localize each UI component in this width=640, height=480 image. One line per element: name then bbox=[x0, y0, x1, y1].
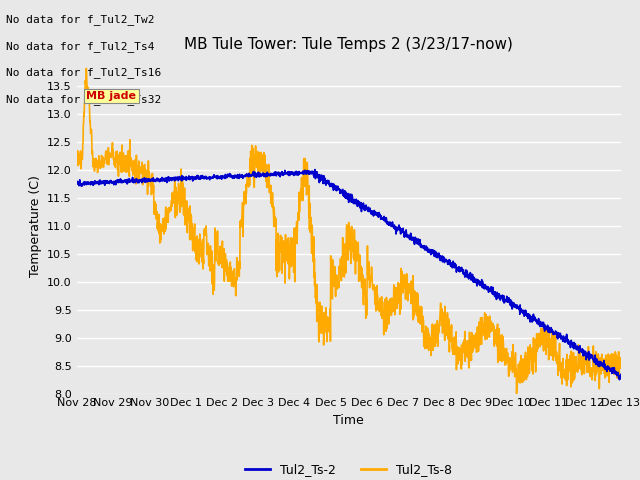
Text: No data for f_Tul2_Ts16: No data for f_Tul2_Ts16 bbox=[6, 67, 162, 78]
Tul2_Ts-2 bbox=[338, 190, 346, 196]
X-axis label: Time: Time bbox=[333, 414, 364, 427]
Tul2_Ts-2 bbox=[323, 178, 331, 184]
Tul2_Ts-2 bbox=[601, 363, 609, 369]
Tul2_Ts-8 bbox=[502, 351, 509, 357]
Text: No data for f_Tul2_Ts4: No data for f_Tul2_Ts4 bbox=[6, 41, 155, 52]
Tul2_Ts-8 bbox=[338, 272, 346, 277]
Tul2_Ts-8 bbox=[513, 391, 520, 396]
Tul2_Ts-8 bbox=[83, 66, 90, 72]
Tul2_Ts-8 bbox=[73, 153, 81, 158]
Text: No data for f_Tul2_Ts32: No data for f_Tul2_Ts32 bbox=[6, 94, 162, 105]
Text: No data for f_Tul2_Tw2: No data for f_Tul2_Tw2 bbox=[6, 14, 155, 25]
Tul2_Ts-2 bbox=[616, 377, 623, 383]
Tul2_Ts-2 bbox=[100, 180, 108, 186]
Tul2_Ts-2 bbox=[311, 167, 319, 172]
Tul2_Ts-8 bbox=[602, 361, 609, 367]
Tul2_Ts-2 bbox=[617, 372, 625, 377]
Y-axis label: Temperature (C): Temperature (C) bbox=[29, 175, 42, 276]
Title: MB Tule Tower: Tule Temps 2 (3/23/17-now): MB Tule Tower: Tule Temps 2 (3/23/17-now… bbox=[184, 37, 513, 52]
Line: Tul2_Ts-8: Tul2_Ts-8 bbox=[77, 69, 621, 394]
Tul2_Ts-8 bbox=[617, 355, 625, 361]
Tul2_Ts-8 bbox=[602, 368, 609, 373]
Tul2_Ts-2 bbox=[602, 367, 609, 372]
Tul2_Ts-8 bbox=[101, 157, 109, 163]
Legend: Tul2_Ts-2, Tul2_Ts-8: Tul2_Ts-2, Tul2_Ts-8 bbox=[241, 458, 457, 480]
Tul2_Ts-2 bbox=[502, 297, 509, 303]
Tul2_Ts-8 bbox=[323, 326, 331, 332]
Line: Tul2_Ts-2: Tul2_Ts-2 bbox=[77, 169, 621, 380]
Tul2_Ts-2 bbox=[73, 181, 81, 187]
Text: MB jade: MB jade bbox=[86, 91, 136, 101]
